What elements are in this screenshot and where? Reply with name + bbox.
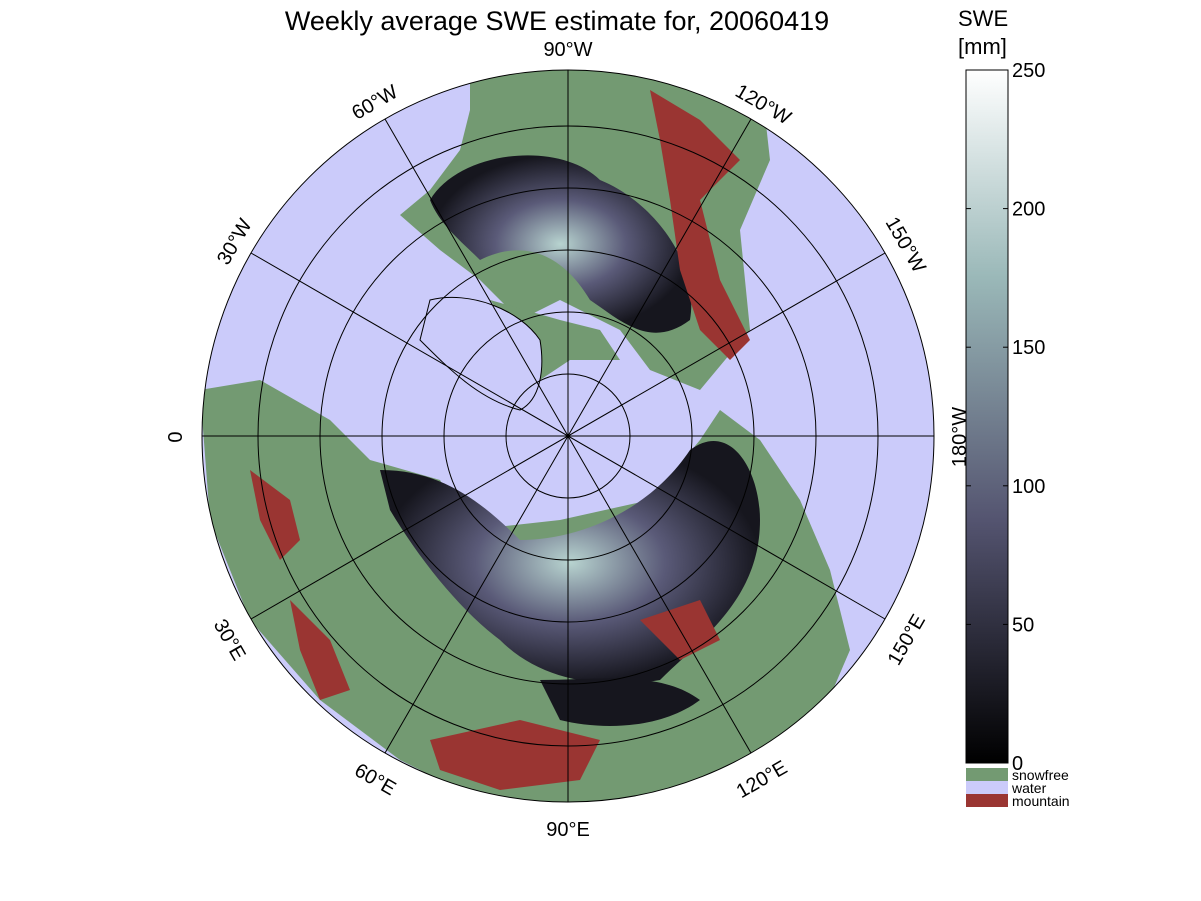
land-mountain [430, 720, 600, 790]
map [202, 70, 934, 802]
colorbar-tick-label: 150 [1012, 337, 1045, 359]
map-frame [201, 69, 935, 803]
lon-label: 0 [165, 431, 187, 442]
colorbar-tick-label: 200 [1012, 199, 1045, 221]
colorbar-tick-label: 250 [1012, 60, 1045, 82]
colorbar-tick-label: 0 [1012, 753, 1023, 775]
colorbar-label: [mm] [958, 34, 1007, 59]
colorbar-ramp [965, 69, 1009, 764]
legend-swatch [966, 768, 1008, 781]
land-snow [540, 678, 700, 726]
legend-label: mountain [1012, 793, 1070, 809]
graticule [202, 70, 934, 802]
lon-label: 150°E [884, 611, 930, 669]
legend-swatch [966, 781, 1008, 794]
colorbar-tick-label: 50 [1012, 614, 1034, 636]
lon-label: 90°W [543, 39, 592, 61]
legend-label: water [1011, 780, 1047, 796]
lon-label: 30°E [209, 616, 250, 665]
lon-label: 90°E [546, 819, 590, 841]
colorbar: SWE [mm] [958, 6, 1009, 764]
land-snow [430, 155, 692, 333]
land-mountain [650, 90, 750, 360]
colorbar-label: SWE [958, 6, 1008, 31]
lon-label: 120°E [733, 757, 791, 803]
land-snowfree [490, 300, 620, 380]
lon-label: 60°E [351, 759, 400, 800]
colorbar-tick-label: 100 [1012, 476, 1045, 498]
title: Weekly average SWE estimate for, 2006041… [285, 6, 829, 36]
legend-label: snowfree [1012, 767, 1069, 783]
legend-swatch [966, 794, 1008, 807]
